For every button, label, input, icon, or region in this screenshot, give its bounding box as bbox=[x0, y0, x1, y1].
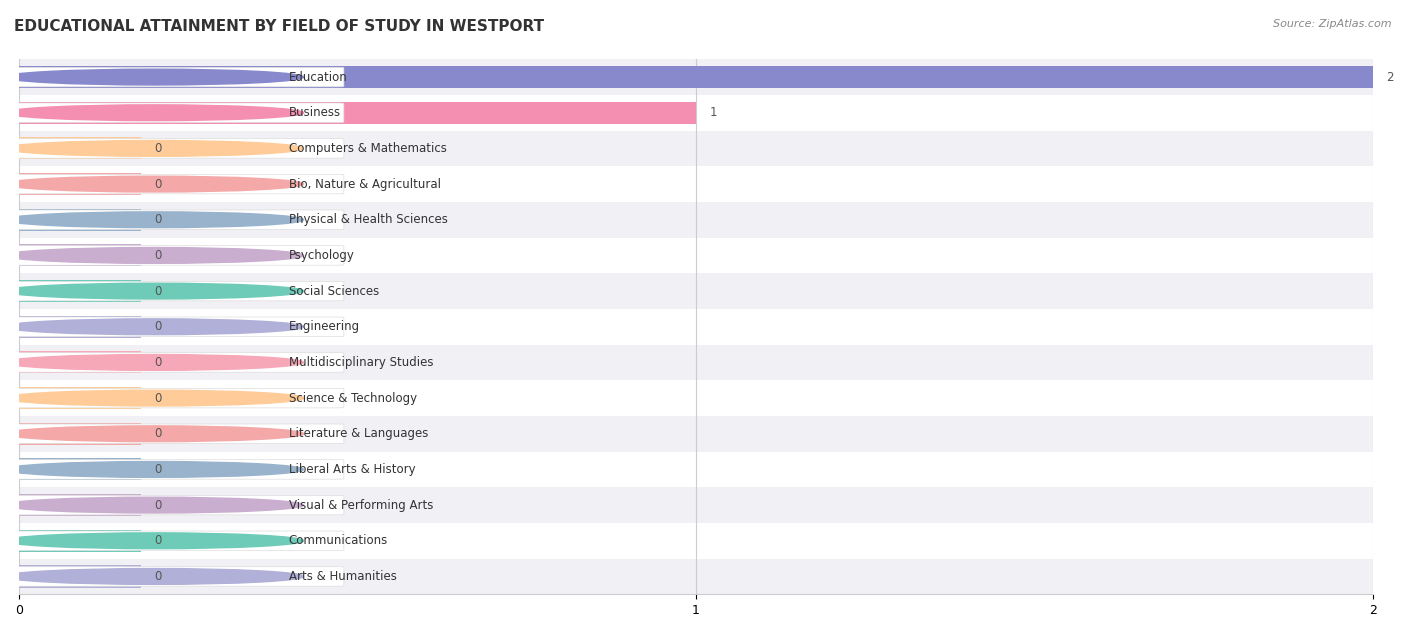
Bar bbox=[20, 66, 1372, 88]
Text: 0: 0 bbox=[155, 570, 162, 583]
Bar bbox=[20, 416, 1372, 452]
Text: Psychology: Psychology bbox=[288, 249, 354, 262]
Circle shape bbox=[4, 176, 304, 192]
Bar bbox=[20, 95, 1372, 131]
Circle shape bbox=[4, 461, 304, 477]
FancyBboxPatch shape bbox=[13, 317, 344, 336]
Text: 0: 0 bbox=[155, 463, 162, 476]
Bar bbox=[20, 245, 141, 267]
Text: Multidisciplinary Studies: Multidisciplinary Studies bbox=[288, 356, 433, 369]
Circle shape bbox=[4, 140, 304, 156]
Text: 2: 2 bbox=[1386, 71, 1393, 83]
Bar bbox=[20, 59, 1372, 95]
Circle shape bbox=[4, 212, 304, 228]
FancyBboxPatch shape bbox=[13, 210, 344, 229]
Bar bbox=[20, 523, 1372, 559]
Circle shape bbox=[4, 105, 304, 121]
Text: 0: 0 bbox=[155, 427, 162, 441]
Circle shape bbox=[4, 390, 304, 406]
Bar bbox=[20, 452, 1372, 487]
Text: 0: 0 bbox=[155, 249, 162, 262]
Bar bbox=[20, 566, 141, 588]
Text: Visual & Performing Arts: Visual & Performing Arts bbox=[288, 499, 433, 512]
Bar bbox=[20, 209, 141, 231]
Bar bbox=[20, 173, 141, 195]
FancyBboxPatch shape bbox=[13, 138, 344, 158]
Text: Source: ZipAtlas.com: Source: ZipAtlas.com bbox=[1274, 19, 1392, 29]
Text: Literature & Languages: Literature & Languages bbox=[288, 427, 427, 441]
Text: Computers & Mathematics: Computers & Mathematics bbox=[288, 142, 447, 155]
FancyBboxPatch shape bbox=[13, 388, 344, 408]
Bar bbox=[20, 131, 1372, 166]
Text: 0: 0 bbox=[155, 499, 162, 512]
Text: Physical & Health Sciences: Physical & Health Sciences bbox=[288, 213, 447, 226]
Text: 0: 0 bbox=[155, 320, 162, 333]
FancyBboxPatch shape bbox=[13, 68, 344, 87]
Bar bbox=[20, 487, 1372, 523]
Text: 0: 0 bbox=[155, 284, 162, 298]
Text: 0: 0 bbox=[155, 356, 162, 369]
Bar bbox=[20, 280, 141, 302]
Bar bbox=[20, 202, 1372, 238]
Bar bbox=[20, 273, 1372, 309]
Text: Bio, Nature & Agricultural: Bio, Nature & Agricultural bbox=[288, 178, 440, 191]
Text: EDUCATIONAL ATTAINMENT BY FIELD OF STUDY IN WESTPORT: EDUCATIONAL ATTAINMENT BY FIELD OF STUDY… bbox=[14, 19, 544, 34]
Text: Liberal Arts & History: Liberal Arts & History bbox=[288, 463, 415, 476]
Text: 1: 1 bbox=[710, 106, 717, 119]
Bar bbox=[20, 559, 1372, 594]
Text: 0: 0 bbox=[155, 213, 162, 226]
Text: 0: 0 bbox=[155, 178, 162, 191]
Circle shape bbox=[4, 355, 304, 370]
Circle shape bbox=[4, 497, 304, 513]
Text: Education: Education bbox=[288, 71, 347, 83]
Text: Social Sciences: Social Sciences bbox=[288, 284, 378, 298]
Circle shape bbox=[4, 426, 304, 442]
Text: Arts & Humanities: Arts & Humanities bbox=[288, 570, 396, 583]
Bar bbox=[20, 530, 141, 552]
FancyBboxPatch shape bbox=[13, 531, 344, 550]
Bar bbox=[20, 316, 141, 338]
FancyBboxPatch shape bbox=[13, 174, 344, 194]
Text: Communications: Communications bbox=[288, 534, 388, 547]
Text: 0: 0 bbox=[155, 142, 162, 155]
FancyBboxPatch shape bbox=[13, 353, 344, 372]
Circle shape bbox=[4, 533, 304, 549]
Bar bbox=[20, 238, 1372, 273]
Circle shape bbox=[4, 248, 304, 264]
FancyBboxPatch shape bbox=[13, 281, 344, 301]
FancyBboxPatch shape bbox=[13, 246, 344, 265]
FancyBboxPatch shape bbox=[13, 424, 344, 444]
Bar bbox=[20, 351, 141, 374]
Bar bbox=[20, 494, 141, 516]
Circle shape bbox=[4, 319, 304, 335]
FancyBboxPatch shape bbox=[13, 459, 344, 479]
Circle shape bbox=[4, 283, 304, 299]
Circle shape bbox=[4, 69, 304, 85]
Text: 0: 0 bbox=[155, 534, 162, 547]
Text: 0: 0 bbox=[155, 392, 162, 404]
FancyBboxPatch shape bbox=[13, 567, 344, 586]
FancyBboxPatch shape bbox=[13, 495, 344, 515]
Text: Science & Technology: Science & Technology bbox=[288, 392, 416, 404]
Bar bbox=[20, 344, 1372, 380]
FancyBboxPatch shape bbox=[13, 103, 344, 123]
Bar bbox=[20, 137, 141, 159]
Bar bbox=[20, 380, 1372, 416]
Bar bbox=[20, 423, 141, 445]
Bar bbox=[20, 102, 696, 124]
Bar bbox=[20, 309, 1372, 344]
Bar bbox=[20, 458, 141, 480]
Circle shape bbox=[4, 569, 304, 585]
Text: Engineering: Engineering bbox=[288, 320, 360, 333]
Bar bbox=[20, 387, 141, 409]
Text: Business: Business bbox=[288, 106, 340, 119]
Bar bbox=[20, 166, 1372, 202]
